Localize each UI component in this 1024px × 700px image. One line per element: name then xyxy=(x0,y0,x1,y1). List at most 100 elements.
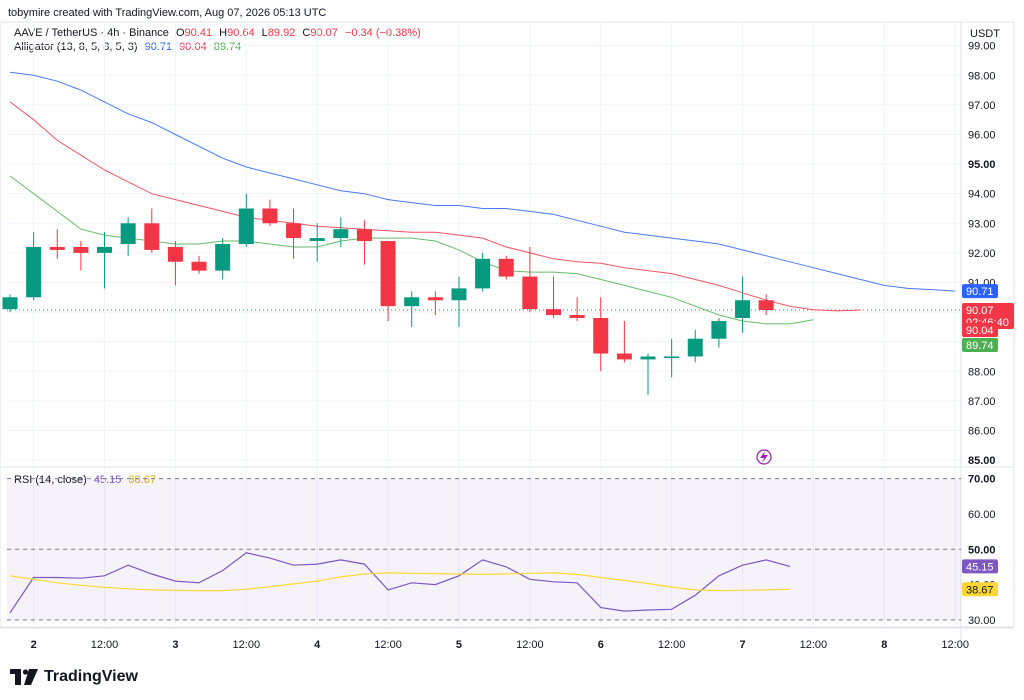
time-tick-label: 12:00 xyxy=(516,639,544,651)
alligator-lips-value: 89.74 xyxy=(213,41,242,53)
alligator-legend: Alligator (13, 8, 5, 8, 5, 3) 90.71 90.0… xyxy=(14,41,245,53)
rsi-line xyxy=(9,552,790,614)
teeth-price-badge-bg xyxy=(962,323,998,338)
rsi-ma-badge: 38.67 xyxy=(966,584,994,596)
price-tick-label: 93.00 xyxy=(968,218,996,230)
close-label: C xyxy=(302,27,311,39)
alligator-jaw-value: 90.71 xyxy=(144,41,173,53)
teeth-price-badge: 90.04 xyxy=(966,325,994,337)
candle-body xyxy=(404,297,420,307)
chart-attribution: tobymire created with TradingView.com, A… xyxy=(8,7,327,19)
time-tick-label: 3 xyxy=(172,639,178,651)
candle-body xyxy=(569,315,585,318)
price-tick-label: 99.00 xyxy=(968,41,996,53)
time-tick-label: 7 xyxy=(739,639,745,651)
candle-body xyxy=(427,297,443,301)
jaw-price-badge-bg xyxy=(962,284,998,299)
time-tick-label: 12:00 xyxy=(91,639,119,651)
candle-body xyxy=(73,246,89,253)
time-tick-label: 6 xyxy=(598,639,604,651)
candle-body xyxy=(640,356,656,360)
rsi-tick-label: 60.00 xyxy=(968,509,996,521)
candle-body xyxy=(309,238,325,242)
candle-body xyxy=(664,356,680,358)
alligator-teeth-line xyxy=(9,101,861,312)
time-tick-label: 12:00 xyxy=(941,639,969,651)
candle-body xyxy=(735,300,751,318)
tradingview-logo-icon xyxy=(10,669,38,685)
lightning-marker-icon xyxy=(756,449,772,465)
price-tick-label: 87.00 xyxy=(968,396,996,408)
alligator-lips-line xyxy=(9,175,814,325)
candle-body xyxy=(120,223,136,244)
price-chart[interactable]: 99.00 98.00 97.00 96.00 95.00 94.00 93.00 92.00… xyxy=(0,0,1024,660)
candle-body xyxy=(238,208,254,244)
high-label: H xyxy=(219,27,228,39)
price-tick-label: 92.00 xyxy=(968,248,996,260)
rsi-tick-label: 70.00 xyxy=(968,474,996,486)
candle-body xyxy=(711,320,727,339)
candle-body xyxy=(451,288,467,301)
candle-body xyxy=(333,229,349,239)
rsi-badge: 45.15 xyxy=(966,561,994,573)
candle-body xyxy=(191,261,207,271)
currency-label: USDT xyxy=(970,28,1000,40)
rsi-legend: RSI (14, close) 45.15 38.67 xyxy=(14,474,160,486)
rsi-ma-value: 38.67 xyxy=(128,474,156,486)
candle-body xyxy=(97,246,113,253)
lightning-bolt-icon xyxy=(760,451,768,463)
candle-body xyxy=(356,229,372,242)
alligator-label: Alligator (13, 8, 5, 8, 5, 3) xyxy=(14,41,138,53)
lips-price-badge-bg xyxy=(962,338,998,353)
candle-body xyxy=(687,338,703,357)
low-value: 89.92 xyxy=(267,27,296,39)
open-label: O xyxy=(175,27,185,39)
candle-body xyxy=(475,258,491,289)
price-tick-label: 86.00 xyxy=(968,425,996,437)
candle-body xyxy=(616,353,632,360)
price-tick-label: 96.00 xyxy=(968,129,996,141)
candle-body xyxy=(593,318,609,354)
time-tick-label: 12:00 xyxy=(800,639,828,651)
candle-body xyxy=(522,276,538,310)
open-value: 90.41 xyxy=(184,27,213,39)
alligator-jaw-line xyxy=(9,71,956,292)
rsi-tick-label: 50.00 xyxy=(968,544,996,556)
candle-body xyxy=(380,241,396,307)
jaw-price-badge: 90.71 xyxy=(966,286,994,298)
candle-body xyxy=(758,300,774,311)
candle-body xyxy=(167,246,183,262)
time-tick-label: 12:00 xyxy=(374,639,402,651)
candle-body xyxy=(2,297,18,310)
candle-body xyxy=(144,223,160,250)
price-tick-label: 88.00 xyxy=(968,366,996,378)
rsi-ma-badge-bg xyxy=(962,582,998,597)
time-tick-label: 12:00 xyxy=(233,639,261,651)
change-value: −0.34 (−0.38%) xyxy=(344,27,421,39)
candle-body xyxy=(26,246,42,298)
high-value: 90.64 xyxy=(227,27,255,39)
price-tick-label: 97.00 xyxy=(968,100,996,112)
candle-body xyxy=(215,244,231,271)
time-tick-label: 2 xyxy=(31,639,37,651)
price-tick-label: 95.00 xyxy=(968,159,996,171)
rsi-ma-line xyxy=(9,572,790,592)
lips-price-badge: 89.74 xyxy=(966,340,994,352)
last-price-badge-bg xyxy=(962,303,1014,330)
time-tick-label: 8 xyxy=(881,639,887,651)
price-tick-label: 94.00 xyxy=(968,189,996,201)
rsi-badge-bg xyxy=(962,559,998,574)
rsi-value: 45.15 xyxy=(93,474,122,486)
price-tick-label: 85.00 xyxy=(968,455,996,467)
price-tick-label: 98.00 xyxy=(968,70,996,82)
candle-body xyxy=(545,309,561,316)
time-tick-label: 5 xyxy=(456,639,462,651)
candle-body xyxy=(286,223,302,239)
alligator-teeth-value: 90.04 xyxy=(179,41,207,53)
symbol-label: AAVE / TetherUS · 4h · Binance xyxy=(14,27,169,39)
last-price-badge: 90.07 xyxy=(966,305,994,317)
candle-body xyxy=(498,258,514,277)
time-tick-label: 4 xyxy=(314,639,321,651)
rsi-tick-label: 30.00 xyxy=(968,615,996,627)
low-label: L xyxy=(261,27,268,39)
